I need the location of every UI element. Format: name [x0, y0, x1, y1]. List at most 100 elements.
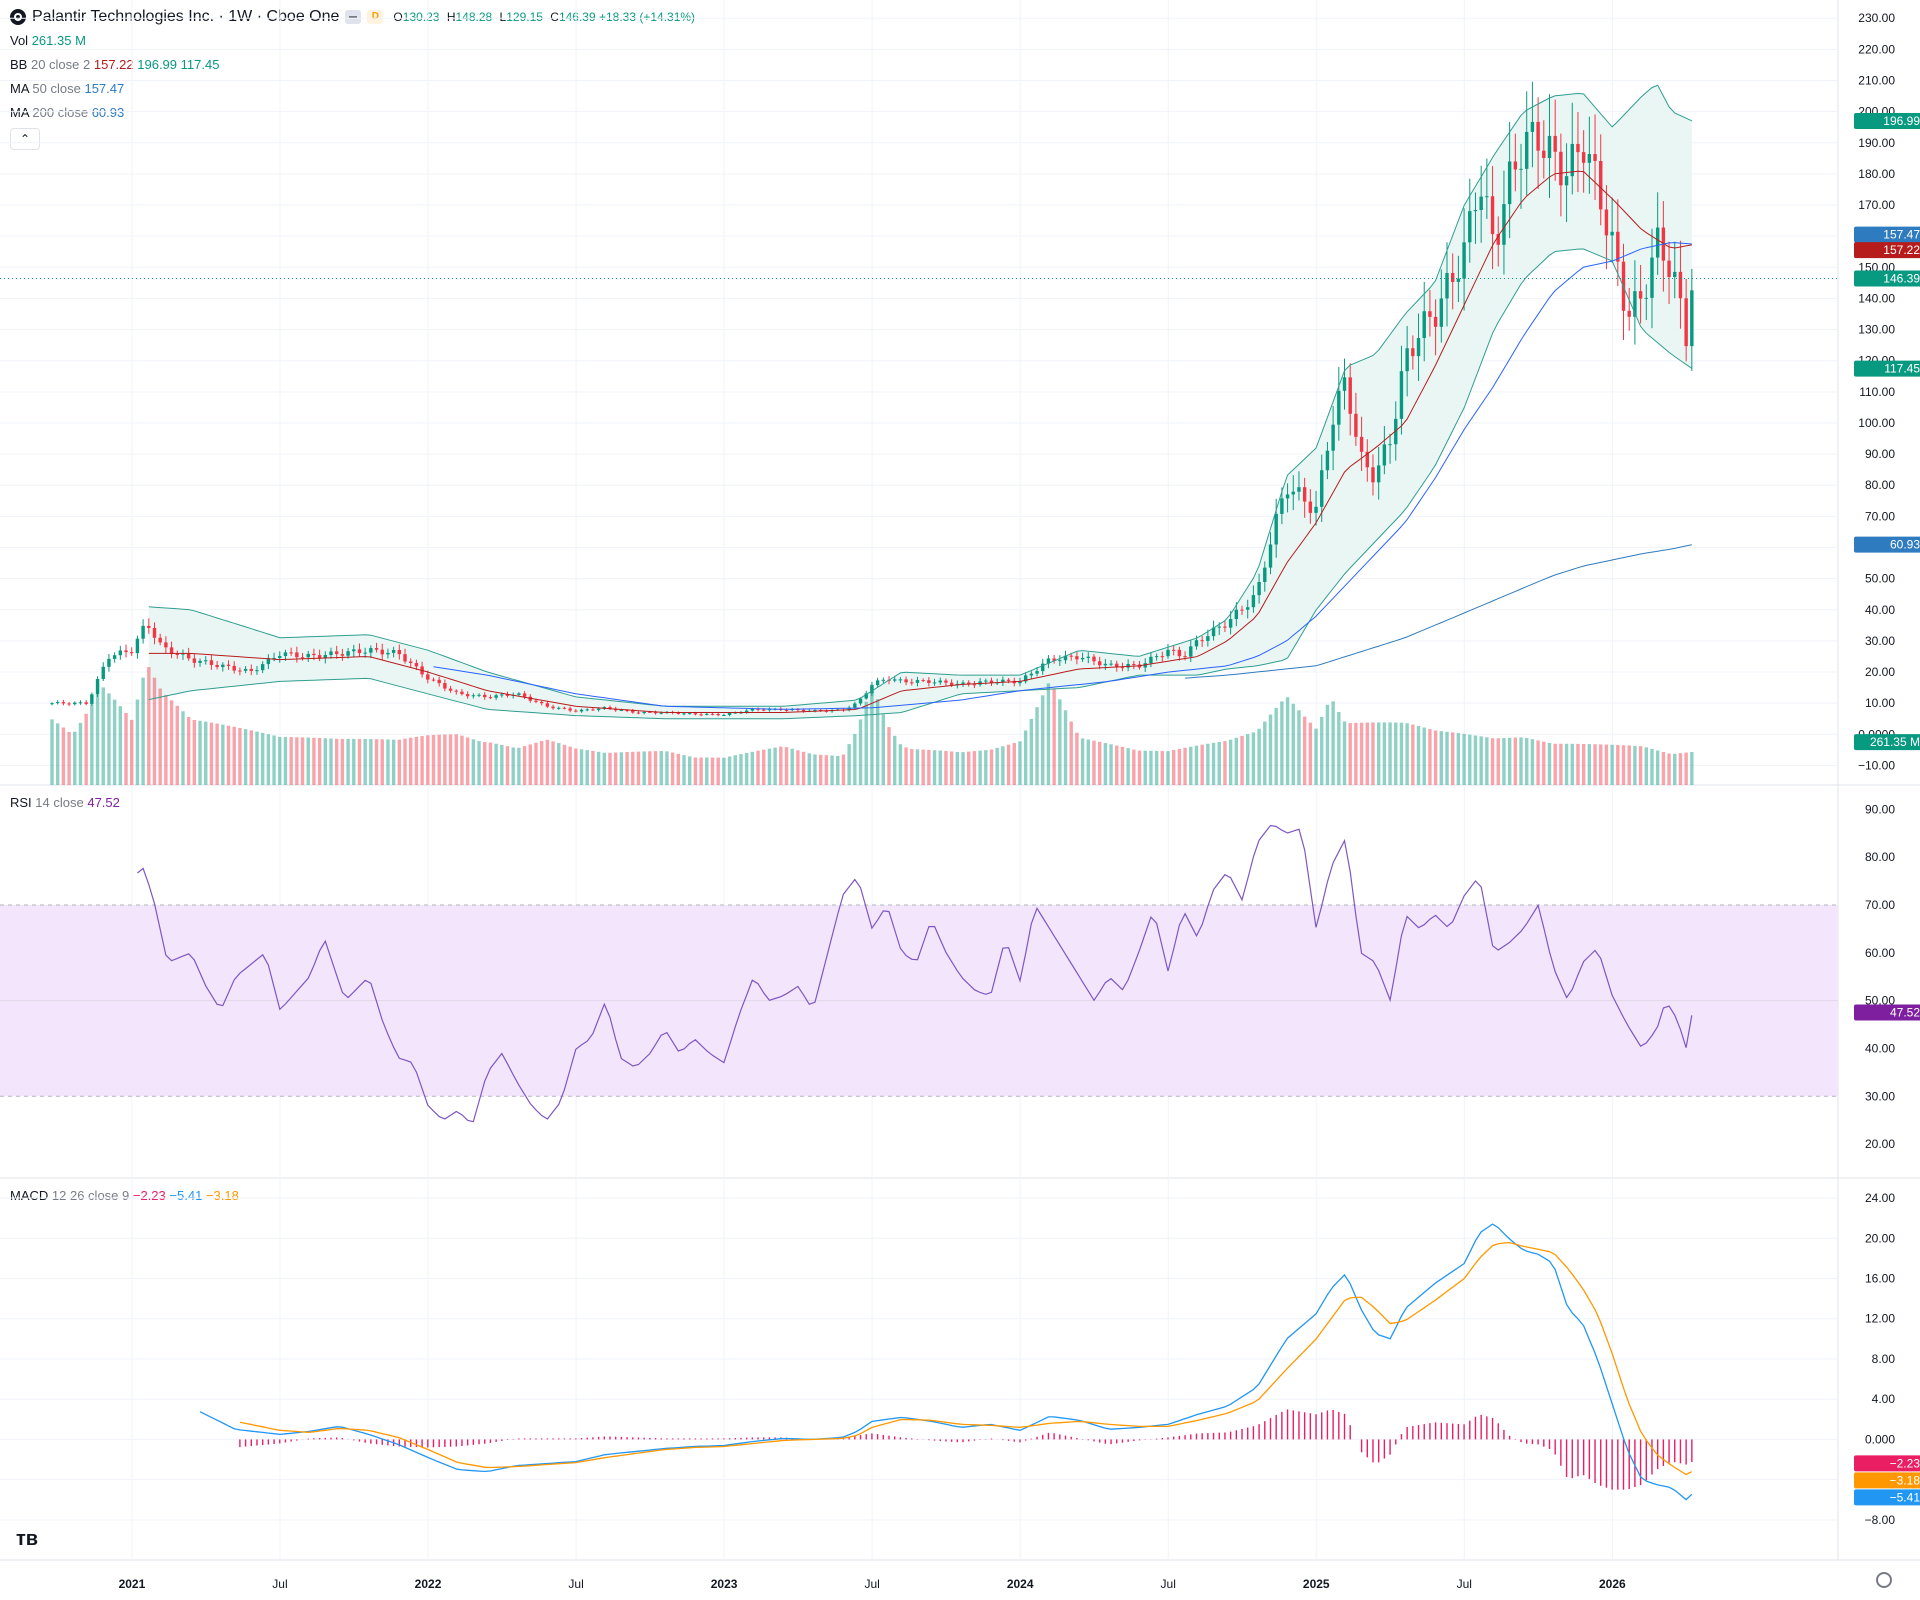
ma200-line: [1185, 544, 1692, 679]
volume-bar: [522, 746, 527, 785]
candle-body: [898, 679, 903, 681]
volume-bar: [1450, 732, 1455, 785]
volume-bar: [215, 723, 219, 785]
volume-bar: [340, 738, 345, 785]
volume-bar: [505, 746, 510, 785]
axes[interactable]: 230.00220.00210.00200.00190.00180.00170.…: [119, 11, 1920, 1591]
ma50-legend[interactable]: MA 50 close 157.47: [10, 81, 124, 96]
candle-body: [1063, 655, 1068, 661]
candle-body: [984, 680, 988, 682]
volume-bar: [932, 750, 937, 785]
candle-body: [386, 652, 390, 655]
candle-body: [1228, 619, 1233, 628]
volume-bar: [1690, 752, 1694, 785]
candle-body: [437, 679, 441, 684]
volume-bar: [431, 734, 436, 785]
candle-body: [915, 680, 920, 683]
rsi-tick-label: 30.00: [1865, 1089, 1895, 1103]
candle-body: [73, 702, 77, 705]
volume-bar: [226, 725, 231, 785]
low-value: 129.15: [506, 10, 543, 24]
candle-body: [767, 708, 772, 711]
candle-body: [1268, 544, 1273, 568]
price-tick-label: 70.00: [1865, 509, 1895, 523]
candle-body: [762, 709, 766, 711]
candle-body: [1001, 679, 1005, 683]
price-tick-label: 50.00: [1865, 572, 1895, 586]
candle-body: [1291, 491, 1295, 495]
candle-body: [1166, 649, 1170, 657]
symbol-legend[interactable]: Palantir Technologies Inc. · 1W · Cboe O…: [10, 8, 695, 26]
candle-body: [750, 708, 755, 711]
candle-body: [1604, 209, 1609, 236]
volume-bar: [1052, 688, 1056, 785]
candle-body: [465, 694, 470, 697]
candle-body: [1308, 501, 1313, 513]
volume-bar: [1018, 741, 1022, 785]
volume-bar: [73, 731, 77, 785]
candle-body: [164, 642, 168, 648]
volume-bar: [949, 751, 954, 785]
interval-badge[interactable]: D: [367, 10, 384, 24]
candle-body: [585, 709, 589, 711]
price-tick-label: 10.00: [1865, 696, 1895, 710]
volume-bar: [682, 755, 686, 785]
volume-bar: [1126, 748, 1130, 785]
candle-body: [181, 653, 185, 655]
ma50-label: MA: [10, 81, 29, 96]
volume-bar: [1650, 748, 1654, 785]
candle-body: [853, 703, 857, 708]
settings-gear-icon[interactable]: [1876, 1572, 1892, 1588]
bb-fill: [148, 85, 1692, 719]
candle-body: [1348, 377, 1352, 414]
bb-legend[interactable]: BB 20 close 2 157.22 196.99 117.45: [10, 57, 219, 72]
volume-bar: [750, 751, 755, 785]
rsi-legend[interactable]: RSI 14 close 47.52: [10, 795, 120, 810]
tradingview-logo-icon[interactable]: тв: [16, 1528, 39, 1550]
candle-body: [1206, 636, 1210, 641]
candle-body: [90, 694, 94, 704]
collapse-legend-button[interactable]: ⌃: [10, 128, 40, 150]
candle-body: [169, 647, 174, 654]
macd-legend[interactable]: MACD 12 26 close 9 −2.23 −5.41 −3.18: [10, 1188, 239, 1203]
volume-bar: [1473, 735, 1478, 785]
symbol-title[interactable]: Palantir Technologies Inc. · 1W · Cboe O…: [32, 8, 340, 25]
volume-bar: [437, 734, 441, 785]
candle-body: [78, 702, 83, 704]
volume-bar: [95, 694, 100, 785]
market-status-icon[interactable]: [345, 10, 362, 24]
volume-bar: [1251, 732, 1256, 785]
candle-body: [875, 680, 880, 686]
candle-body: [340, 654, 345, 656]
candle-body: [1075, 656, 1079, 660]
candle-body: [910, 682, 914, 684]
rsi-params: 14 close: [35, 795, 84, 810]
candle-body: [727, 713, 732, 715]
candle-body: [357, 649, 362, 654]
candle-body: [494, 695, 498, 698]
volume-legend[interactable]: Vol 261.35 M: [10, 33, 86, 48]
ma200-legend[interactable]: MA 200 close 60.93: [10, 105, 124, 120]
candle-body: [1365, 451, 1369, 468]
volume-bar: [403, 738, 407, 785]
volume-bar: [608, 752, 612, 785]
volume-bar: [1485, 737, 1489, 785]
volume-bar: [1240, 735, 1244, 785]
volume-bar: [824, 755, 829, 785]
volume-bar: [545, 739, 550, 785]
candle-body: [243, 668, 248, 671]
volume-bar: [1200, 744, 1204, 785]
volume-bar: [511, 747, 515, 785]
volume-bar: [676, 753, 681, 785]
volume-bar: [1422, 727, 1426, 785]
candle-body: [1041, 663, 1045, 672]
volume-bar: [1137, 750, 1142, 785]
volume-bar: [1109, 744, 1113, 785]
candle-body: [699, 714, 703, 716]
volume-bar: [374, 739, 379, 785]
time-tick-label: 2022: [415, 1577, 442, 1591]
volume-bar: [329, 738, 333, 785]
candle-body: [403, 654, 407, 662]
price-tick-label: 110.00: [1859, 385, 1895, 399]
